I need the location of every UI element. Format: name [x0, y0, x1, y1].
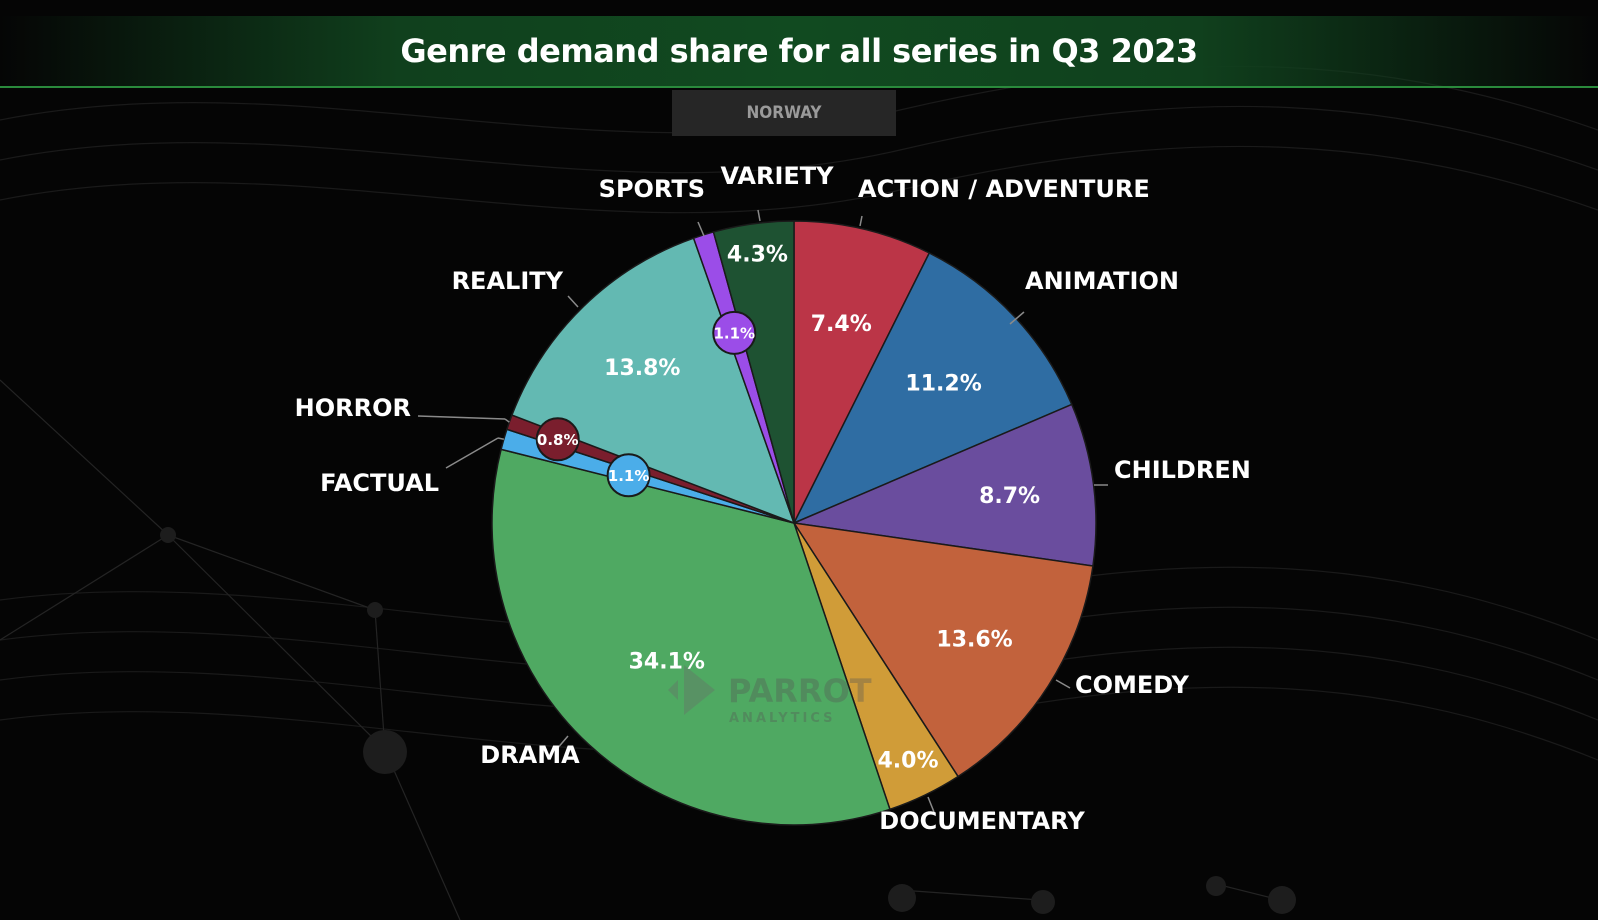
- value-badge-factual: [606, 453, 651, 498]
- leader-line-documentary: [927, 796, 935, 813]
- value-label-reality: 13.8%: [604, 356, 680, 381]
- value-badge-sports: [712, 310, 757, 355]
- category-label-comedy: COMEDY: [1075, 671, 1189, 699]
- pie-slice-reality: [510, 237, 796, 525]
- leader-line-inner-horror: [504, 418, 510, 423]
- pie-slice-children: [791, 403, 1097, 567]
- value-label-drama: 34.1%: [629, 649, 705, 674]
- category-label-children: CHILDREN: [1114, 456, 1251, 484]
- value-badge-horror: [535, 417, 580, 462]
- chart-title: Genre demand share for all series in Q3 …: [400, 32, 1198, 70]
- leader-line-sports: [697, 221, 705, 237]
- leader-line-reality: [567, 295, 579, 308]
- category-label-sports: SPORTS: [599, 175, 705, 203]
- category-label-documentary: DOCUMENTARY: [879, 807, 1085, 835]
- category-label-drama: DRAMA: [480, 741, 580, 769]
- pie-slice-drama: [491, 448, 891, 826]
- value-label-documentary: 4.0%: [877, 749, 938, 774]
- value-label-variety: 4.3%: [727, 243, 788, 268]
- region-badge: NORWAY: [672, 90, 896, 136]
- value-label-sports: 1.1%: [713, 324, 755, 342]
- pie-slice-animation: [792, 251, 1073, 525]
- value-label-comedy: 13.6%: [936, 628, 1012, 653]
- leader-line-comedy: [1055, 679, 1071, 689]
- leader-line-factual: [445, 437, 499, 469]
- value-label-factual: 1.1%: [608, 467, 650, 485]
- leader-line-variety: [757, 209, 761, 222]
- leader-line-animation: [1009, 311, 1025, 325]
- leader-line-action-adventure: [859, 215, 863, 227]
- watermark-brand: PARROT: [728, 672, 872, 710]
- leader-line-inner-factual: [497, 437, 504, 441]
- category-label-action-adventure: ACTION / ADVENTURE: [858, 175, 1150, 203]
- pie-slice-variety: [712, 220, 795, 524]
- category-label-reality: REALITY: [452, 267, 564, 295]
- title-banner: Genre demand share for all series in Q3 …: [0, 16, 1598, 88]
- value-label-action-adventure: 7.4%: [811, 312, 872, 337]
- value-label-animation: 11.2%: [905, 371, 981, 396]
- pie-slice-comedy: [792, 522, 1094, 778]
- leader-line-horror: [417, 415, 506, 420]
- category-label-horror: HORROR: [295, 394, 411, 422]
- category-label-factual: FACTUAL: [320, 469, 439, 497]
- category-label-animation: ANIMATION: [1025, 267, 1179, 295]
- leader-line-drama: [555, 735, 569, 751]
- pie-slice-action-adventure: [793, 220, 931, 524]
- watermark-sub: ANALYTICS: [729, 711, 836, 726]
- parrot-logo-icon: [684, 665, 715, 715]
- category-label-variety: VARIETY: [720, 162, 834, 190]
- parrot-analytics-watermark: PARROT ANALYTICS: [668, 665, 872, 726]
- value-label-horror: 0.8%: [537, 431, 579, 449]
- value-label-children: 8.7%: [979, 484, 1040, 509]
